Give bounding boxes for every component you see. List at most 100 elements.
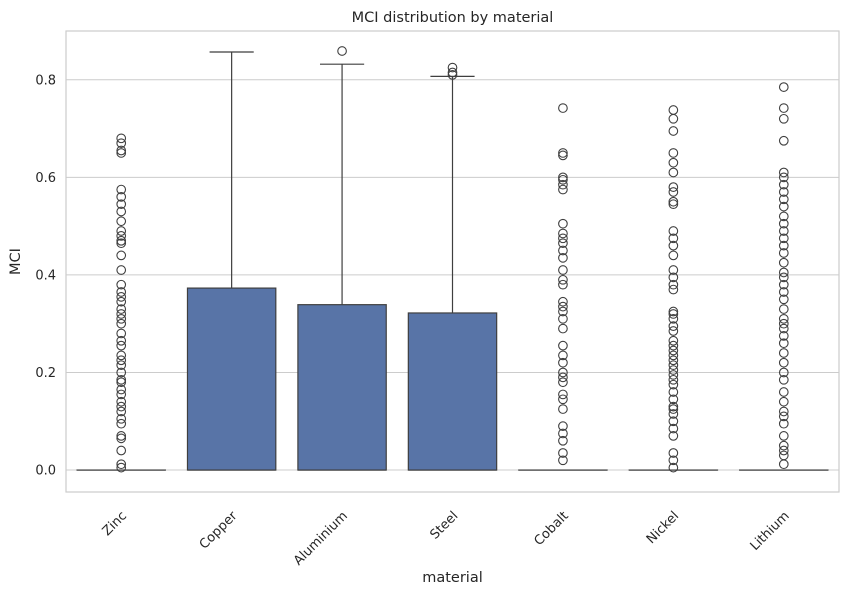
outlier-point bbox=[558, 357, 568, 368]
outlier-point bbox=[778, 233, 789, 244]
outlier-point bbox=[116, 418, 127, 429]
outlier-point bbox=[778, 313, 789, 324]
outlier-point bbox=[778, 348, 789, 358]
outlier-point bbox=[778, 167, 789, 178]
outlier-point bbox=[668, 196, 679, 207]
outlier-point bbox=[116, 360, 127, 371]
box-body bbox=[407, 312, 498, 471]
box-copper bbox=[186, 51, 277, 471]
outlier-point bbox=[116, 413, 127, 424]
outlier-point bbox=[668, 187, 679, 197]
outlier-point bbox=[668, 240, 679, 251]
outlier-point bbox=[668, 272, 679, 283]
outlier-point bbox=[778, 406, 789, 417]
outlier-point bbox=[558, 103, 568, 113]
outlier-point bbox=[668, 157, 679, 168]
outlier-point bbox=[668, 105, 679, 115]
outlier-point bbox=[668, 335, 679, 346]
outlier-point bbox=[778, 445, 789, 456]
outlier-point bbox=[668, 370, 679, 380]
outlier-point bbox=[558, 323, 568, 334]
outlier-point bbox=[558, 218, 568, 229]
outlier-point bbox=[778, 240, 789, 251]
outlier-point bbox=[558, 296, 568, 307]
outlier-point bbox=[116, 148, 127, 158]
outlier-point bbox=[116, 184, 127, 195]
outlier-point bbox=[778, 323, 789, 334]
outlier-point bbox=[668, 306, 679, 317]
outlier-point bbox=[116, 206, 127, 217]
outlier-point bbox=[447, 62, 458, 73]
outlier-point bbox=[116, 145, 127, 156]
outlier-point bbox=[558, 455, 568, 466]
outlier-point bbox=[116, 192, 127, 202]
outlier-point bbox=[558, 306, 568, 317]
outlier-point bbox=[778, 187, 789, 197]
outlier-point bbox=[116, 309, 127, 319]
outlier-point bbox=[668, 313, 679, 324]
outlier-point bbox=[116, 355, 127, 366]
outlier-point bbox=[558, 377, 568, 388]
plot-frame bbox=[65, 30, 840, 493]
outlier-point bbox=[116, 250, 127, 261]
outlier-point bbox=[116, 279, 127, 290]
outlier-point bbox=[778, 411, 789, 422]
box-plots bbox=[76, 46, 829, 473]
outlier-point bbox=[778, 357, 789, 368]
outlier-point bbox=[558, 435, 568, 446]
outlier-point bbox=[778, 279, 789, 290]
outlier-point bbox=[668, 265, 679, 275]
outlier-point bbox=[778, 172, 789, 183]
outlier-point bbox=[558, 148, 568, 158]
outlier-point bbox=[558, 233, 568, 244]
outlier-point bbox=[558, 394, 568, 405]
outlier-point bbox=[778, 113, 789, 124]
outlier-point bbox=[558, 421, 568, 431]
chart-title: MCI distribution by material bbox=[352, 10, 554, 26]
outlier-point bbox=[668, 404, 679, 414]
outlier-point bbox=[116, 350, 127, 361]
outlier-point bbox=[116, 445, 127, 456]
outlier-point bbox=[558, 265, 568, 275]
outlier-point bbox=[668, 387, 679, 397]
outlier-point bbox=[558, 301, 568, 312]
y-tick-label: 0.0 bbox=[35, 464, 56, 479]
outlier-point bbox=[116, 406, 127, 417]
outlier-point bbox=[116, 384, 127, 395]
y-tick-label: 0.4 bbox=[35, 268, 56, 283]
outlier-point bbox=[668, 409, 679, 419]
outlier-point bbox=[778, 82, 789, 92]
box-steel bbox=[407, 62, 498, 471]
outlier-point bbox=[778, 387, 789, 397]
box-aluminium bbox=[297, 46, 387, 471]
outlier-point bbox=[116, 231, 127, 241]
outlier-point bbox=[116, 238, 127, 249]
outlier-point bbox=[558, 238, 568, 249]
outlier-point bbox=[668, 148, 679, 158]
outlier-point bbox=[668, 340, 679, 351]
outlier-point bbox=[778, 331, 789, 341]
outlier-point bbox=[668, 321, 679, 331]
outlier-point bbox=[778, 103, 789, 113]
outlier-point bbox=[116, 431, 127, 441]
outlier-point bbox=[778, 248, 789, 258]
outlier-point bbox=[778, 179, 789, 190]
outlier-point bbox=[116, 328, 127, 339]
outlier-point bbox=[116, 389, 127, 400]
outlier-point bbox=[558, 252, 568, 263]
outlier-point bbox=[116, 459, 127, 470]
outlier-point bbox=[116, 335, 127, 346]
outlier-point bbox=[447, 70, 458, 80]
outlier-point bbox=[558, 172, 568, 183]
outlier-point bbox=[668, 394, 679, 405]
outlier-point bbox=[668, 167, 679, 178]
box-body bbox=[186, 287, 277, 471]
outlier-point bbox=[558, 245, 568, 256]
outlier-point bbox=[116, 226, 127, 236]
outlier-point bbox=[778, 338, 789, 349]
outlier-point bbox=[668, 182, 679, 192]
outlier-point bbox=[668, 431, 679, 441]
outlier-point bbox=[116, 377, 127, 388]
outlier-point bbox=[778, 396, 789, 407]
outlier-point bbox=[778, 267, 789, 278]
